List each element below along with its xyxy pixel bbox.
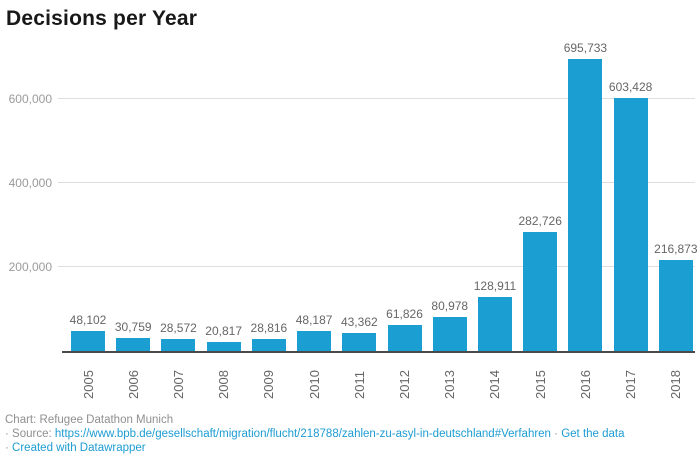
bar-value-label: 282,726 bbox=[518, 214, 562, 229]
x-tick-2006: 2006 bbox=[116, 359, 150, 399]
y-tick-label: 400,000 bbox=[8, 176, 52, 191]
y-tick-label: 600,000 bbox=[8, 92, 52, 107]
x-tick-label: 2009 bbox=[261, 370, 277, 399]
bar-column-2011: 43,362 bbox=[340, 41, 378, 351]
source-line: · Source: https://www.bpb.de/gesellschaf… bbox=[5, 427, 699, 441]
x-tick-2010: 2010 bbox=[297, 359, 331, 399]
x-tick-label: 2016 bbox=[577, 370, 593, 399]
x-tick-2018: 2018 bbox=[659, 359, 693, 399]
bar-2013[interactable] bbox=[432, 317, 467, 351]
bar-2007[interactable] bbox=[161, 339, 196, 351]
x-tick-2017: 2017 bbox=[614, 359, 648, 399]
chart-credit: Chart: Refugee Datathon Munich bbox=[5, 414, 174, 426]
bar-2006[interactable] bbox=[116, 338, 151, 351]
x-tick-label: 2010 bbox=[306, 370, 322, 399]
gridline-600,000 bbox=[58, 98, 695, 100]
gridline-400,000 bbox=[58, 182, 695, 184]
x-tick-2016: 2016 bbox=[568, 359, 602, 399]
bar-value-label: 216,873 bbox=[654, 241, 698, 256]
bar-value-label: 48,102 bbox=[69, 312, 107, 327]
y-tick-label: 200,000 bbox=[8, 260, 52, 275]
x-tick-2011: 2011 bbox=[342, 359, 376, 399]
bar-2009[interactable] bbox=[251, 338, 286, 351]
plot-area: 200,000 400,000 600,000 48,102 30,759 28,572 2… bbox=[9, 41, 698, 353]
bar-column-2014: 128,911 bbox=[474, 41, 516, 351]
bar-column-2015: 282,726 bbox=[518, 41, 562, 351]
bar-value-label: 695,733 bbox=[563, 40, 608, 55]
x-tick-label: 2005 bbox=[80, 370, 96, 399]
separator-dot: · bbox=[554, 428, 559, 440]
bar-value-label: 48,187 bbox=[295, 312, 333, 327]
bar-value-label: 20,817 bbox=[205, 324, 243, 339]
x-tick-label: 2008 bbox=[216, 370, 232, 399]
x-tick-2009: 2009 bbox=[252, 359, 286, 399]
x-tick-2005: 2005 bbox=[71, 359, 105, 399]
source-label: Source: bbox=[12, 428, 52, 440]
bar-column-2016: 695,733 bbox=[564, 41, 607, 351]
x-tick-2007: 2007 bbox=[161, 359, 195, 399]
x-tick-label: 2017 bbox=[623, 370, 639, 399]
x-tick-2013: 2013 bbox=[433, 359, 467, 399]
bullet: · bbox=[5, 428, 9, 440]
x-tick-2015: 2015 bbox=[523, 359, 557, 399]
x-tick-label: 2015 bbox=[532, 370, 548, 399]
bar-value-label: 28,572 bbox=[160, 321, 197, 336]
chart-credit-line: Chart: Refugee Datathon Munich bbox=[5, 413, 699, 427]
bar-2012[interactable] bbox=[387, 325, 422, 351]
bar-2016[interactable] bbox=[568, 58, 603, 351]
chart-footer: Chart: Refugee Datathon Munich · Source:… bbox=[5, 413, 699, 455]
bullet: · bbox=[5, 442, 9, 454]
x-tick-label: 2011 bbox=[351, 371, 367, 399]
bars-layer: 48,102 30,759 28,572 20,817 28,816 48,187 43,3… bbox=[62, 41, 698, 351]
x-tick-label: 2013 bbox=[442, 370, 458, 399]
bar-column-2017: 603,428 bbox=[609, 41, 652, 351]
x-tick-2014: 2014 bbox=[478, 359, 512, 399]
bar-2010[interactable] bbox=[297, 330, 332, 351]
bar-column-2010: 48,187 bbox=[295, 41, 333, 351]
bar-2018[interactable] bbox=[658, 259, 693, 351]
bar-2015[interactable] bbox=[523, 232, 558, 351]
bar-value-label: 43,362 bbox=[340, 314, 378, 329]
source-link[interactable]: https://www.bpb.de/gesellschaft/migratio… bbox=[54, 428, 551, 440]
bar-column-2009: 28,816 bbox=[250, 41, 288, 351]
gridline-200,000 bbox=[58, 266, 695, 268]
bar-2014[interactable] bbox=[477, 296, 512, 351]
datawrapper-link[interactable]: Created with Datawrapper bbox=[12, 442, 146, 454]
x-tick-label: 2006 bbox=[125, 370, 141, 399]
bar-value-label: 603,428 bbox=[608, 79, 653, 94]
bar-column-2008: 20,817 bbox=[205, 41, 243, 351]
x-tick-label: 2012 bbox=[397, 370, 413, 399]
datawrapper-chart: Decisions per Year 200,000 400,000 600,000… bbox=[0, 7, 699, 466]
bar-value-label: 30,759 bbox=[114, 320, 152, 335]
bar-column-2018: 216,873 bbox=[654, 41, 698, 351]
x-axis-labels: 2005 2006 2007 2008 2009 2010 2011 2012 2013 2014… bbox=[62, 359, 695, 399]
chart-title: Decisions per Year bbox=[6, 7, 198, 30]
bar-value-label: 61,826 bbox=[386, 307, 423, 322]
bar-value-label: 80,978 bbox=[431, 299, 469, 313]
bar-2008[interactable] bbox=[206, 342, 241, 351]
bar-column-2005: 48,102 bbox=[69, 41, 107, 351]
created-line: · Created with Datawrapper bbox=[5, 441, 699, 455]
bar-column-2007: 28,572 bbox=[160, 41, 197, 351]
x-tick-label: 2007 bbox=[170, 370, 186, 399]
x-tick-2012: 2012 bbox=[388, 359, 422, 399]
get-data-link[interactable]: Get the data bbox=[561, 428, 625, 440]
x-tick-2008: 2008 bbox=[207, 359, 241, 399]
bar-column-2013: 80,978 bbox=[431, 41, 469, 351]
x-tick-label: 2018 bbox=[668, 370, 684, 399]
bar-column-2012: 61,826 bbox=[386, 41, 423, 351]
x-tick-label: 2014 bbox=[487, 370, 503, 399]
bar-chart: 200,000 400,000 600,000 48,102 30,759 28,572 2… bbox=[9, 41, 698, 399]
bar-2005[interactable] bbox=[71, 330, 105, 351]
bar-value-label: 28,816 bbox=[250, 320, 288, 335]
bar-value-label: 128,911 bbox=[473, 278, 517, 293]
bar-2017[interactable] bbox=[613, 97, 648, 351]
bar-2011[interactable] bbox=[342, 332, 377, 351]
bar-column-2006: 30,759 bbox=[114, 41, 152, 351]
